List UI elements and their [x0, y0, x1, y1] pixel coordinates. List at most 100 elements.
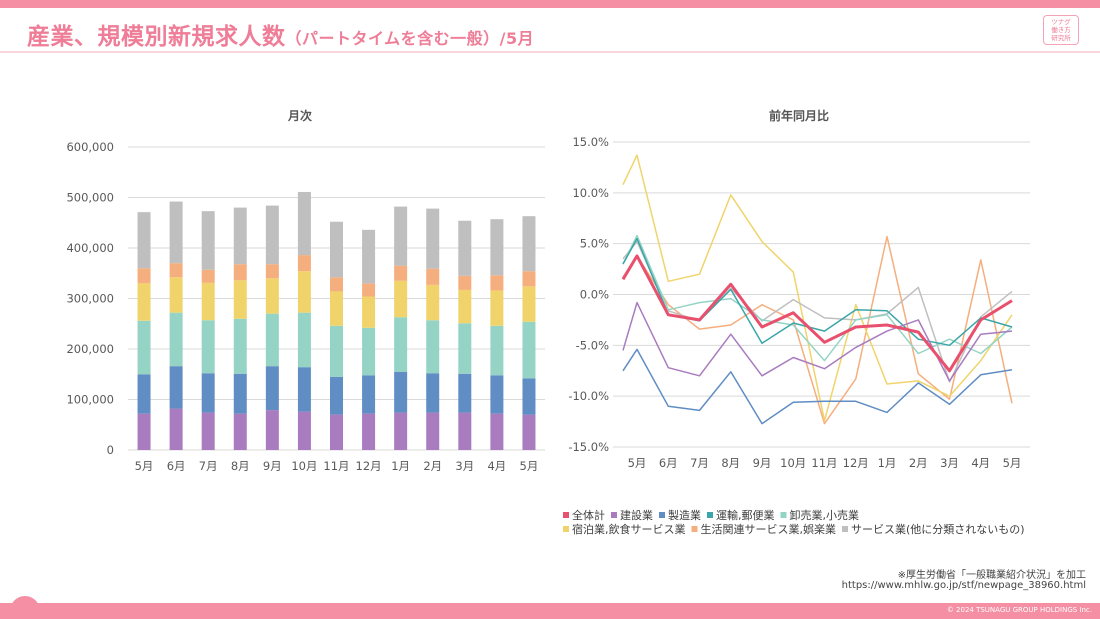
bar-segment	[201, 269, 215, 283]
legend-label: 運輸,郵便業	[716, 508, 775, 522]
bar-segment	[458, 323, 472, 374]
x-tick-label: 6月	[167, 459, 186, 473]
series-line	[622, 235, 1013, 425]
y-tick-label: 0.0%	[580, 288, 609, 302]
bar-segment	[330, 221, 343, 278]
series-line	[622, 348, 1013, 425]
bar-segment	[458, 275, 472, 290]
source-note: ※厚生労働省「一般職業紹介状況」を加工	[897, 570, 1086, 581]
y-tick-label: 15.0%	[572, 135, 609, 149]
x-tick-label: 5月	[135, 459, 154, 473]
legend-label: 生活関連サービス業,娯楽業	[701, 522, 837, 536]
x-tick-label: 7月	[690, 456, 709, 470]
bar-segment	[169, 366, 183, 409]
bar-segment	[394, 317, 408, 372]
bar-chart-title: 月次	[287, 108, 312, 123]
bar-segment	[362, 413, 376, 450]
y-tick-label: 5.0%	[580, 237, 609, 251]
bar-segment	[233, 280, 247, 319]
bar-segment	[233, 264, 247, 281]
bar-segment	[201, 282, 215, 321]
bar-segment	[265, 278, 279, 314]
bar-segment	[330, 291, 343, 326]
bar-segment	[169, 201, 183, 264]
y-tick-label: -15.0%	[568, 440, 609, 454]
source-url[interactable]: https://www.mhlw.go.jp/stf/newpage_38960…	[841, 580, 1086, 591]
x-tick-label: 5月	[1003, 456, 1022, 470]
bar-segment	[490, 219, 504, 276]
bar-segment	[297, 191, 311, 256]
logo-line: 研究所	[1051, 34, 1071, 42]
bar-segment	[169, 263, 183, 278]
x-tick-label: 5月	[628, 456, 647, 470]
legend-swatch	[780, 512, 787, 518]
bar-segment	[522, 216, 536, 272]
line-chart-title: 前年同月比	[769, 108, 829, 123]
y-tick-label: 0	[107, 443, 114, 457]
x-tick-label: 9月	[753, 456, 772, 470]
y-tick-label: 10.0%	[572, 186, 609, 200]
legend-label: 全体計	[572, 508, 605, 522]
bar-segment	[233, 207, 247, 265]
bar-segment	[394, 280, 408, 318]
company-logo: ツナグ 働き方 研究所	[1043, 15, 1079, 45]
monthly-stacked-bar-chart: 月次 0 100,000 200,000 300,000 400,000 500,000 6…	[66, 108, 545, 473]
legend-swatch	[707, 512, 713, 518]
bottom-accent-bar	[0, 603, 1100, 619]
y-tick-label: 400,000	[66, 241, 114, 255]
copyright: © 2024 TSUNAGU GROUP HOLDINGS Inc.	[946, 606, 1092, 614]
bar-segment	[394, 371, 408, 413]
x-tick-label: 2月	[423, 459, 442, 473]
title-subtitle: （パートタイムを含む一般）/5月	[285, 29, 535, 48]
bar-segment	[426, 373, 440, 413]
bar-segment	[330, 325, 343, 377]
x-tick-label: 11月	[811, 456, 837, 470]
bar-segment	[201, 412, 215, 450]
bar-segment	[265, 366, 279, 411]
bar-segment	[522, 286, 536, 322]
x-tick-label: 3月	[940, 456, 959, 470]
bar-segment	[362, 229, 376, 284]
title-divider	[0, 51, 1100, 53]
x-tick-label: 4月	[487, 459, 506, 473]
bar-segment	[362, 375, 376, 414]
bar-segment	[490, 413, 504, 450]
page-title: 産業、規模別新規求人数（パートタイムを含む一般）/5月	[27, 17, 534, 51]
series-line	[622, 240, 1013, 383]
y-tick-label: 300,000	[66, 292, 114, 306]
series-line	[621, 254, 1013, 373]
y-tick-label: 500,000	[66, 191, 114, 205]
y-tick-label: 100,000	[66, 393, 114, 407]
x-tick-label: 8月	[721, 456, 740, 470]
bar-segment	[426, 208, 440, 269]
x-tick-label: 2月	[909, 456, 928, 470]
bar-segment	[169, 277, 183, 313]
legend-label: サービス業(他に分類されないもの)	[851, 523, 1025, 536]
x-tick-label: 12月	[843, 456, 869, 470]
bar-segment	[265, 313, 279, 367]
logo-line: ツナグ	[1051, 18, 1071, 26]
x-tick-label: 12月	[356, 459, 382, 473]
bar-segment	[426, 268, 440, 285]
logo-line: 働き方	[1051, 26, 1071, 34]
x-tick-label: 1月	[878, 456, 897, 470]
bar-segment	[137, 212, 151, 269]
bar-segment	[362, 296, 376, 328]
x-tick-label: 5月	[520, 459, 539, 473]
x-tick-label: 10月	[780, 456, 806, 470]
bar-segment	[522, 414, 536, 450]
bar-segment	[426, 284, 440, 321]
bar-segment	[137, 268, 151, 284]
bar-segment	[330, 376, 343, 415]
bar-segment	[137, 413, 151, 450]
bar-segment	[362, 327, 376, 376]
x-tick-label: 9月	[263, 459, 282, 473]
series-line	[622, 154, 1013, 422]
bar-segment	[265, 410, 279, 450]
bar-segment	[169, 408, 183, 450]
x-tick-label: 6月	[659, 456, 678, 470]
legend-label: 宿泊業,飲食サービス業	[572, 522, 686, 536]
bar-segment	[297, 411, 311, 450]
yoy-line-chart: 前年同月比 -15.0% -10.0% -5.0% 0.0% 5.0% 10.0% 15.0…	[563, 108, 1030, 536]
bar-segment	[233, 318, 247, 374]
